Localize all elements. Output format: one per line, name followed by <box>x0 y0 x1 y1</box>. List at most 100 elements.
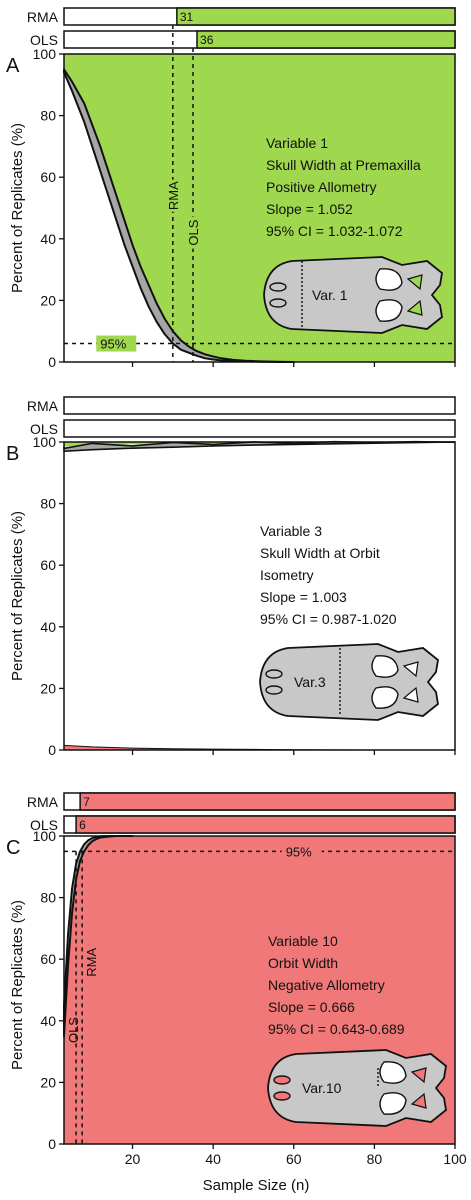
y-tick-label: 80 <box>40 890 56 906</box>
nostril <box>273 1075 291 1085</box>
skull-diagram: Var. 1 <box>263 256 443 334</box>
y-tick-label: 100 <box>33 434 57 450</box>
x-tick-label: 80 <box>367 1151 383 1167</box>
y-axis-label-b: Percent of Replicates (%) <box>9 511 26 681</box>
annotation-line: Skull Width at Orbit <box>260 545 380 561</box>
y-tick-label: 0 <box>48 354 56 370</box>
skull-diagram: Var.3 <box>259 643 439 721</box>
nostril <box>273 1091 291 1101</box>
y-tick-label: 100 <box>33 828 57 844</box>
annotation-line: 95% CI = 0.643-0.689 <box>268 1021 405 1037</box>
orbit <box>379 1092 407 1115</box>
y-tick-label: 60 <box>40 557 56 573</box>
panel-a: RMA 31 OLS 36 A 95% RMA OLS 0 20 40 60 80 100 Variable… <box>6 7 456 370</box>
rma-bar-label: RMA <box>27 398 59 414</box>
panel-c: RMA 7 OLS 6 C 95% RMA OLS 0 20 40 60 80 100 20 40 60 80 10… <box>6 792 467 1167</box>
temporal-fenestra <box>410 1067 427 1084</box>
ols-line-label-bg <box>184 216 201 249</box>
panel-letter: A <box>6 55 20 77</box>
annotation-line: Slope = 0.666 <box>268 999 355 1015</box>
nostril <box>265 669 283 679</box>
panel-letter: C <box>6 837 20 859</box>
ols-bar-value: 36 <box>200 33 214 47</box>
y-tick-label: 80 <box>40 496 56 512</box>
y-tick-label: 0 <box>48 742 56 758</box>
rma-bar-value: 31 <box>180 10 194 24</box>
skull-label: Var.3 <box>294 674 326 690</box>
y-tick-label: 20 <box>40 292 56 308</box>
temporal-fenestra <box>406 299 423 316</box>
temporal-fenestra <box>406 274 423 291</box>
x-tick-label: 100 <box>443 1151 467 1167</box>
rma-bar-value: 7 <box>83 795 90 809</box>
x-axis-label: Sample Size (n) <box>203 1177 310 1194</box>
plot-frame <box>63 53 456 363</box>
y-tick-label: 60 <box>40 951 56 967</box>
annotation-line: Positive Allometry <box>266 179 376 195</box>
orbit <box>375 299 403 322</box>
plot-frame <box>63 835 456 1145</box>
y-tick-label: 20 <box>40 1074 56 1090</box>
orbit <box>375 268 403 291</box>
x-tick-label: 20 <box>125 1151 141 1167</box>
annotation-line: 95% CI = 0.987-1.020 <box>260 611 397 627</box>
y-tick-label: 40 <box>40 231 56 247</box>
annotation-line: Slope = 1.003 <box>260 589 347 605</box>
ols-bar-label: OLS <box>30 421 58 437</box>
annotation-line: 95% CI = 1.032-1.072 <box>266 223 403 239</box>
nostril <box>265 685 283 695</box>
y-tick-label: 20 <box>40 680 56 696</box>
y-tick-label: 80 <box>40 108 56 124</box>
ols-line-label: OLS <box>186 219 201 245</box>
orbit <box>371 686 399 709</box>
y-tick-label: 100 <box>33 46 57 62</box>
threshold-label-bg <box>96 335 137 352</box>
y-axis-label-c: Percent of Replicates (%) <box>9 900 26 1070</box>
ols-bar-fill <box>196 30 456 49</box>
rma-line-label: RMA <box>84 948 99 977</box>
annotation-line: Variable 10 <box>268 933 338 949</box>
annotation-line: Variable 3 <box>260 523 322 539</box>
skull-outline <box>263 256 443 334</box>
y-tick-label: 60 <box>40 169 56 185</box>
rma-line-label: RMA <box>166 181 181 210</box>
rma-bar-fill <box>176 7 456 26</box>
x-tick-label: 40 <box>205 1151 221 1167</box>
ols-bar-value: 6 <box>79 818 86 832</box>
panel-b: RMA OLS B 0 20 40 60 80 100 Variable 3 Skull Width… <box>6 396 456 758</box>
ols-bar-label: OLS <box>30 32 58 48</box>
nostril <box>269 282 287 292</box>
annotation-line: Skull Width at Premaxilla <box>266 157 421 173</box>
y-tick-label: 0 <box>48 1136 56 1152</box>
y-tick-label: 40 <box>40 619 56 635</box>
ols-bar-frame <box>63 419 456 438</box>
annotation-line: Slope = 1.052 <box>266 201 353 217</box>
annotation-line: Orbit Width <box>268 955 338 971</box>
annotation-line: Variable 1 <box>266 135 328 151</box>
temporal-fenestra <box>410 1092 427 1109</box>
threshold-label: 95% <box>286 844 312 859</box>
threshold-label: 95% <box>100 337 126 352</box>
temporal-fenestra <box>402 686 419 703</box>
annotation-line: Isometry <box>260 567 314 583</box>
ols-bar-label: OLS <box>30 817 58 833</box>
panel-letter: B <box>6 443 19 465</box>
rma-bar-label: RMA <box>27 9 59 25</box>
rma-line-label-bg <box>164 179 181 212</box>
rma-bar-frame <box>63 396 456 415</box>
nostril <box>269 298 287 308</box>
ols-bar-fill <box>75 815 456 834</box>
plot-frame <box>63 441 456 751</box>
temporal-fenestra <box>402 661 419 678</box>
skull-label: Var.10 <box>302 1080 342 1096</box>
ols-line-label: OLS <box>66 1017 81 1043</box>
y-tick-label: 40 <box>40 1013 56 1029</box>
annotation-line: Negative Allometry <box>268 977 385 993</box>
orbit <box>379 1061 407 1084</box>
skull-outline <box>267 1049 447 1127</box>
y-axis-label-a: Percent of Replicates (%) <box>9 123 26 293</box>
skull-outline <box>259 643 439 721</box>
skull-diagram: Var.10 <box>267 1049 447 1127</box>
skull-label: Var. 1 <box>312 287 348 303</box>
